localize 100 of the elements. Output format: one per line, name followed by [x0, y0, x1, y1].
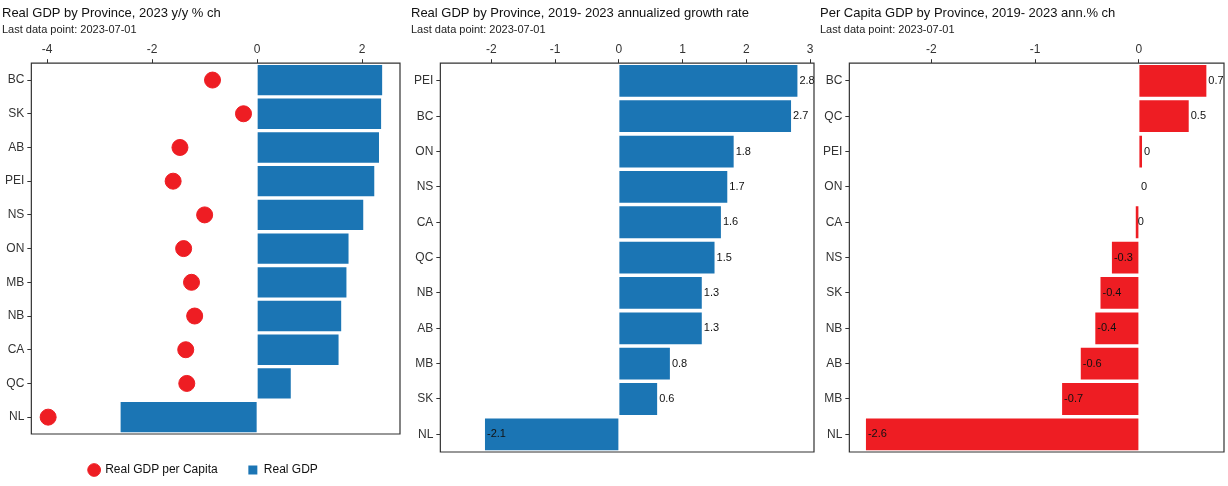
bar [1080, 347, 1139, 380]
point [235, 105, 252, 123]
y-tick-label: CA [416, 214, 434, 229]
bar [619, 312, 702, 345]
y-tick-label: PEI [414, 73, 434, 88]
data-label: 1.8 [735, 144, 751, 157]
bar [257, 267, 347, 298]
y-tick-label: NL [827, 426, 843, 441]
chart-subtitle: Last data point: 2023-07-01 [411, 23, 546, 36]
data-label: 1.7 [729, 179, 745, 192]
data-label: 1.3 [703, 321, 720, 334]
x-tick-label: -1 [549, 42, 561, 57]
y-tick-label: NB [7, 308, 25, 323]
point [177, 341, 195, 359]
point [164, 172, 182, 190]
x-tick-label: 0 [615, 42, 623, 57]
x-tick-label: -2 [925, 42, 937, 57]
data-label: -0.3 [1113, 250, 1133, 263]
data-label: 0 [1144, 144, 1151, 157]
y-tick-label: BC [7, 72, 25, 87]
bar [619, 277, 702, 309]
y-tick-label: MB [6, 274, 25, 289]
bar [257, 368, 291, 399]
x-tick-label: -2 [146, 42, 158, 57]
bar [257, 233, 349, 264]
data-label: 0 [1140, 179, 1148, 192]
data-label: 1.6 [722, 215, 739, 228]
bar [257, 132, 379, 163]
point [39, 408, 57, 426]
y-tick-label: BC [825, 73, 843, 88]
y-tick-label: ON [824, 179, 843, 194]
bar [619, 135, 734, 168]
y-tick-label: ON [6, 240, 25, 255]
x-tick-label: 0 [1135, 42, 1143, 57]
y-tick-label: NL [9, 409, 25, 424]
y-tick-label: NL [418, 426, 434, 441]
point [178, 374, 196, 392]
bar [257, 334, 339, 365]
y-tick-label: QC [6, 375, 25, 390]
y-tick-label: NS [7, 207, 25, 222]
y-tick-label: PEI [5, 173, 25, 188]
x-tick-label: -2 [486, 42, 498, 57]
y-tick-label: SK [8, 106, 25, 121]
chart-title: Real GDP by Province, 2023 y/y % ch [2, 5, 221, 21]
bar [1139, 135, 1143, 168]
point [186, 307, 204, 325]
bar [1095, 312, 1139, 345]
point [171, 138, 189, 156]
y-tick-label: CA [7, 342, 25, 357]
point [183, 273, 201, 291]
bar [619, 100, 792, 133]
data-label: -2.6 [867, 427, 887, 440]
data-label: 0.6 [659, 392, 675, 405]
chart-subtitle: Last data point: 2023-07-01 [820, 23, 955, 36]
data-label: 2.8 [799, 73, 815, 86]
x-tick-label: -4 [41, 42, 53, 57]
point [175, 240, 193, 258]
legend-label: Real GDP per Capita [105, 462, 218, 477]
bar [1111, 241, 1139, 274]
y-tick-label: AB [8, 139, 25, 154]
x-tick-label: 0 [253, 42, 261, 57]
bar [120, 401, 257, 433]
y-tick-label: NS [825, 249, 843, 264]
bar [1139, 100, 1189, 133]
bar [619, 383, 658, 415]
bar [257, 64, 383, 96]
y-tick-label: ON [415, 143, 434, 158]
data-label: -0.4 [1097, 321, 1117, 334]
bar [619, 64, 798, 97]
chart-title: Real GDP by Province, 2019- 2023 annualized growth rate [411, 5, 749, 21]
x-tick-label: 2 [358, 42, 366, 57]
data-label: -0.4 [1102, 285, 1122, 298]
bar [257, 98, 382, 129]
bar [619, 241, 715, 274]
data-label: 0.7 [1208, 73, 1224, 86]
bar [619, 347, 670, 380]
bar [619, 171, 728, 203]
chart-subtitle: Last data point: 2023-07-01 [2, 23, 137, 36]
bar [257, 300, 342, 332]
data-label: 2.7 [793, 109, 809, 122]
x-tick-label: 2 [743, 42, 751, 57]
bar [1139, 64, 1207, 97]
y-tick-label: QC [415, 249, 434, 264]
legend-label: Real GDP [263, 462, 318, 477]
data-label: 1.5 [716, 250, 732, 263]
y-tick-label: BC [416, 108, 434, 123]
y-tick-label: NB [416, 285, 434, 300]
y-tick-label: MB [824, 391, 843, 406]
x-tick-label: 3 [806, 42, 814, 57]
y-tick-label: SK [417, 391, 434, 406]
y-tick-label: QC [824, 108, 843, 123]
data-label: 0 [1137, 215, 1144, 228]
y-tick-label: NS [416, 179, 434, 194]
chart-title: Per Capita GDP by Province, 2019- 2023 ann.% ch [820, 5, 1116, 21]
point [196, 206, 214, 224]
data-label: -0.6 [1082, 356, 1102, 369]
y-tick-label: MB [415, 355, 434, 370]
bar [1062, 383, 1139, 415]
y-tick-label: PEI [823, 143, 843, 158]
data-label: 0.5 [1190, 109, 1207, 122]
